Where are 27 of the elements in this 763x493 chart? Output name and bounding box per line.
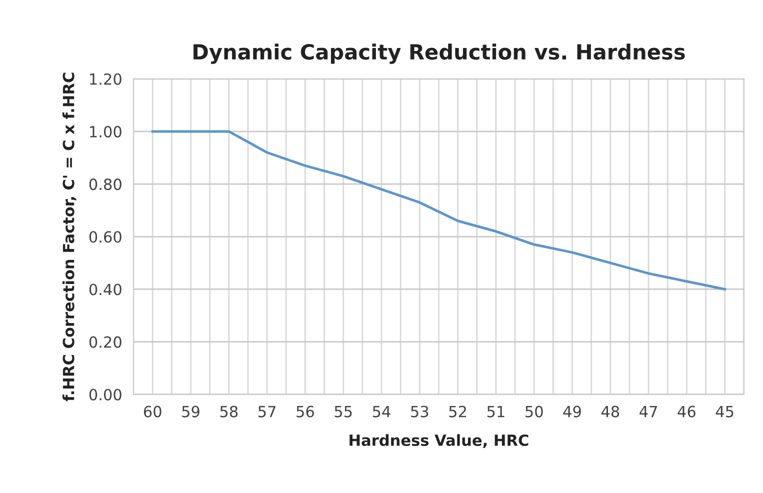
- y-tick-label: 0.80: [89, 178, 122, 190]
- x-tick-label: 55: [334, 406, 352, 418]
- x-tick-label: 51: [487, 406, 504, 418]
- x-tick-label: 46: [678, 406, 696, 418]
- x-tick-label: 48: [601, 406, 620, 418]
- y-axis-title: f.HRC Correction Factor, C' = C x f.HRC: [62, 72, 76, 402]
- x-tick-label: 58: [220, 406, 238, 418]
- x-tick-label: 56: [296, 406, 314, 418]
- chart-title: Dynamic Capacity Reduction vs. Hardness: [194, 44, 685, 64]
- x-tick-label: 60: [144, 406, 162, 418]
- y-tick-label: 0.60: [89, 231, 122, 243]
- y-tick-label: 0.20: [89, 336, 122, 348]
- y-tick-label: 1.20: [90, 73, 122, 85]
- x-tick-label: 59: [182, 406, 200, 418]
- x-tick-label: 53: [411, 406, 428, 418]
- x-tick-label: 49: [563, 406, 581, 418]
- x-tick-label: 52: [449, 406, 466, 418]
- x-tick-label: 54: [372, 406, 390, 418]
- y-tick-label: 1.00: [90, 126, 122, 138]
- x-tick-label: 45: [716, 406, 734, 418]
- x-axis-title: Hardness Value, HRC: [350, 434, 528, 448]
- x-tick-label: 57: [258, 406, 276, 418]
- line-series: [151, 130, 726, 290]
- x-tick-label: 47: [640, 406, 657, 418]
- y-tick-label: 0.00: [89, 388, 122, 400]
- y-tick-label: 0.40: [89, 284, 122, 296]
- x-tick-label: 50: [526, 406, 543, 418]
